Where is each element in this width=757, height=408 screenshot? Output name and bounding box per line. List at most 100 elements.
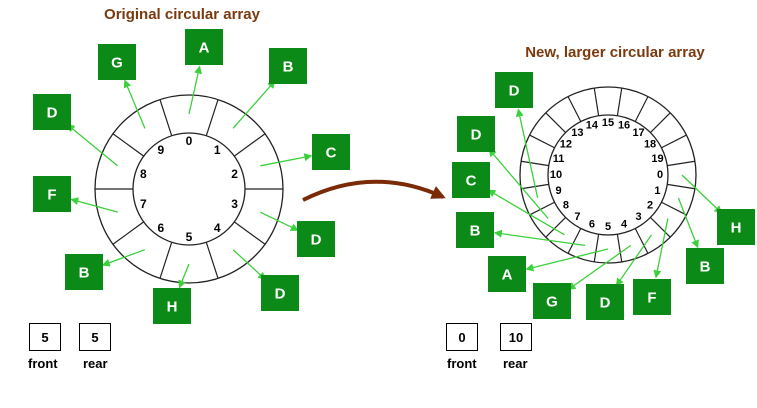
resized-array-element-label: D [509,83,520,100]
resized-array-slot-divider [593,234,600,263]
resized-array-index-label: 12 [560,138,572,150]
original-array-slot-divider [159,99,173,136]
resized-array-element-box [452,162,490,198]
resized-array-slot-divider [667,160,696,167]
original-array-element-box [261,275,299,311]
original-array-slot-divider [205,99,219,136]
resized-array-index-label: 10 [550,169,562,181]
resized-array-slot-divider [529,201,555,216]
resized-array-slot-divider [634,96,649,122]
resized-array-element-box [456,212,494,248]
new-front-value-box: 0 [446,323,478,351]
resized-array-slot-divider [545,217,566,238]
resized-array-index-label: 5 [605,221,611,233]
resized-array-element-box [633,279,671,315]
original-array-element-label: B [283,59,294,76]
original-array-element-label: H [167,299,178,316]
resized-array-index-label: 3 [636,211,642,223]
resized-array-slot-divider [529,134,555,149]
original-array-element-arrow [232,80,276,129]
resized-array-element-arrow [567,244,632,291]
resized-array-slot-divider [634,228,649,254]
original-array-slot-divider [233,221,266,245]
original-array-element-box [153,288,191,324]
original-array-element-box [312,134,350,170]
resized-array-element-arrow [488,148,549,219]
original-array-slot-divider [112,221,145,245]
resized-array-slot-divider [616,87,623,116]
resized-array-index-label: 15 [602,117,614,129]
resized-array-element-box [495,72,533,108]
original-array-element-label: F [47,187,56,204]
original-array-index-label: 1 [214,143,221,157]
original-array-element-box [65,254,103,290]
resized-array-element-label: H [731,220,742,237]
resized-array-index-label: 16 [618,120,630,132]
original-array-index-label: 3 [231,197,238,211]
front-value: 5 [41,329,49,345]
original-array-ring [94,94,284,284]
original-array-index-label: 7 [140,197,147,211]
original-array-index-label: 9 [157,143,164,157]
original-array-element-label: D [311,232,322,249]
original-array-index-label: 0 [186,134,193,148]
resized-array-element-label: A [502,267,513,284]
resized-array-index-label: 6 [589,218,595,230]
original-array-element-arrow [260,153,313,167]
original-array-inner-circle [132,132,246,246]
original-array-element-box [98,44,136,80]
resized-array-slot-divider [661,134,687,149]
original-array-element-box [33,176,71,212]
original-array-element-arrow [66,124,119,167]
original-array-element-arrow [188,65,203,115]
original-array-element-arrow [232,249,267,281]
resized-array-index-label: 13 [571,127,583,139]
resized-array-element-box [686,248,724,284]
resized-array-element-arrow [615,234,653,287]
original-array-element-arrow [260,211,299,231]
resized-array-index-label: 14 [586,120,599,132]
new-rear-value-box: 10 [500,323,532,351]
original-array-index-label: 4 [214,221,221,235]
resized-array-element-arrow [681,174,723,214]
resized-array-slot-divider [567,228,582,254]
resized-array-index-label: 17 [632,127,644,139]
resized-array-element-arrow [515,108,539,199]
resized-array-outer-circle [519,86,697,264]
original-array-slot-divider [159,242,173,279]
resized-array-element-box [488,256,526,292]
original-array-element-box [33,94,71,130]
resized-array-slot-divider [520,160,549,167]
resized-array-slot-divider [545,112,566,133]
resized-array-element-box [457,116,495,152]
original-array-slot-divider [205,242,219,279]
resized-array-element-label: B [700,259,711,276]
original-array-element-label: G [111,55,123,72]
resized-array-index-label: 19 [651,153,663,165]
original-array-element-arrow [70,197,118,213]
resized-array-element-arrow [487,189,565,236]
original-array-element-arrow [123,79,146,129]
resized-array-element-box [717,209,755,245]
resized-array-index-label: 7 [574,211,580,223]
resized-array-element-arrow [525,248,609,272]
original-array-title: Original circular array [104,6,261,23]
original-array-element-label: D [275,286,286,303]
new-rear-label: rear [503,356,528,371]
resized-array-element-label: C [466,173,477,190]
resized-array-index-label: 18 [644,138,656,150]
original-array-slot-divider [233,133,266,157]
resized-array-index-label: 4 [621,218,628,230]
new-front-value: 0 [458,329,466,345]
original-array-index-label: 6 [157,221,164,235]
original-array-element-label: A [199,40,210,57]
original-array-element-arrow [101,249,146,267]
rear-label: rear [83,356,108,371]
resized-array-element-arrow [653,218,669,279]
front-value-box: 5 [29,323,61,351]
resized-array-element-label: G [546,294,558,311]
resized-array-index-label: 2 [647,200,653,212]
resized-array-element-label: B [470,223,481,240]
original-array-index-label: 8 [140,167,147,181]
